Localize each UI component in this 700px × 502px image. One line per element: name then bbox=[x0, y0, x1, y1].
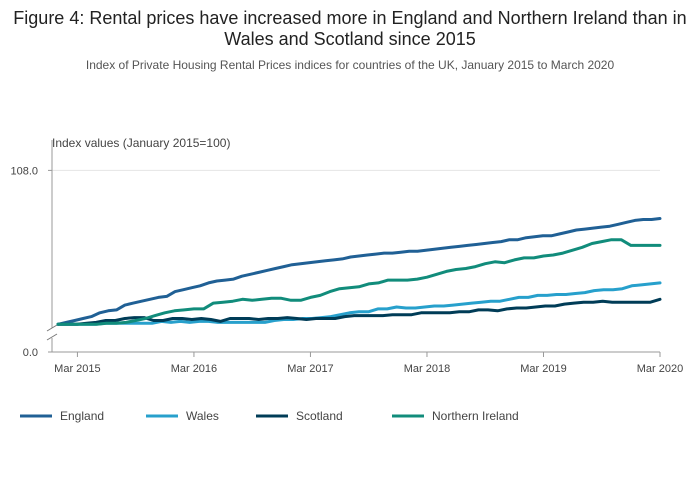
legend-label: England bbox=[60, 409, 104, 423]
axis-break-mark bbox=[46, 333, 58, 341]
y-tick-label: 0.0 bbox=[23, 347, 38, 359]
legend-item-england[interactable]: England bbox=[20, 409, 104, 423]
y-axis-label: Index values (January 2015=100) bbox=[52, 136, 230, 150]
legend-label: Wales bbox=[186, 409, 219, 423]
legend-item-northern-ireland[interactable]: Northern Ireland bbox=[392, 409, 519, 423]
x-tick-label: Mar 2016 bbox=[171, 363, 217, 375]
axis-break-mark bbox=[46, 324, 58, 332]
x-tick-label: Mar 2020 bbox=[637, 363, 683, 375]
x-tick-label: Mar 2017 bbox=[287, 363, 333, 375]
legend-item-scotland[interactable]: Scotland bbox=[256, 409, 343, 423]
chart-subtitle: Index of Private Housing Rental Prices i… bbox=[85, 58, 615, 72]
legend-label: Scotland bbox=[296, 409, 343, 423]
series-line-england bbox=[56, 217, 662, 326]
x-tick-label: Mar 2018 bbox=[404, 363, 450, 375]
x-tick-label: Mar 2015 bbox=[54, 363, 100, 375]
series-line-scotland bbox=[56, 297, 662, 326]
y-tick-label: 108.0 bbox=[10, 165, 38, 177]
chart-title: Figure 4: Rental prices have increased m… bbox=[13, 8, 687, 49]
legend-item-wales[interactable]: Wales bbox=[146, 409, 219, 423]
x-tick-label: Mar 2019 bbox=[520, 363, 566, 375]
legend-label: Northern Ireland bbox=[432, 409, 519, 423]
series-line-northern-ireland bbox=[56, 238, 662, 326]
series-line-wales bbox=[56, 281, 662, 326]
